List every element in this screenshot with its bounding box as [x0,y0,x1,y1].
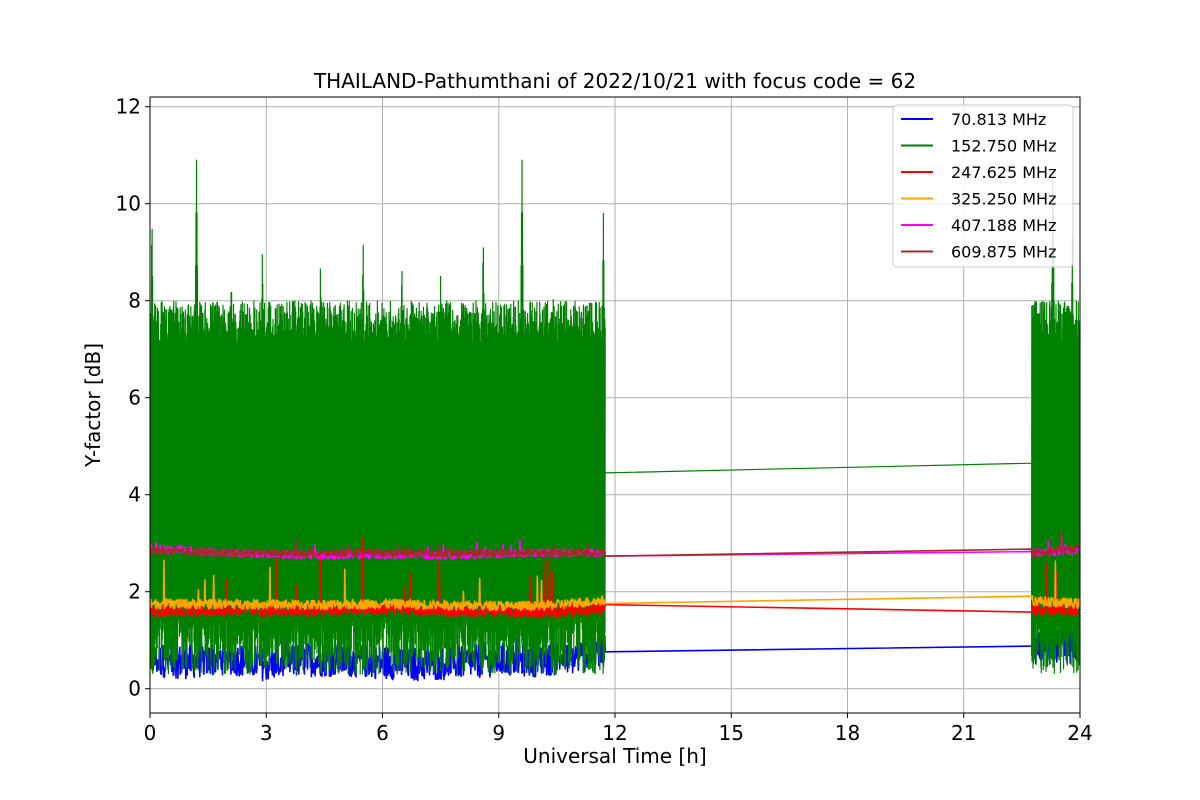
legend-label: 152.750 MHz [951,137,1056,156]
x-axis-title: Universal Time [h] [523,744,706,768]
legend-label: 70.813 MHz [951,110,1046,129]
y-tick-label: 12 [116,95,141,119]
x-tick-label: 21 [951,721,976,745]
x-tick-label: 12 [602,721,627,745]
x-tick-label: 15 [719,721,744,745]
x-tick-label: 24 [1067,721,1092,745]
legend-label: 407.188 MHz [951,216,1056,235]
x-tick-label: 0 [144,721,157,745]
legend-label: 247.625 MHz [951,163,1056,182]
y-axis-title: Y-factor [dB] [81,343,105,468]
y-tick-label: 10 [116,192,141,216]
y-tick-label: 2 [128,580,141,604]
chart-title: THAILAND-Pathumthani of 2022/10/21 with … [313,69,916,93]
legend-label: 325.250 MHz [951,190,1056,209]
legend-box [892,104,1074,268]
series-layer [150,159,1080,682]
y-tick-label: 8 [128,289,141,313]
y-tick-label: 6 [128,386,141,410]
series-line [150,559,1080,612]
x-tick-label: 6 [376,721,389,745]
x-tick-label: 9 [492,721,505,745]
series-line [150,531,1080,558]
legend-label: 609.875 MHz [951,243,1056,262]
x-tick-label: 3 [260,721,273,745]
y-tick-label: 0 [128,677,141,701]
series-line [150,159,1080,675]
legend: 70.813 MHz 152.750 MHz 247.625 MHz 325.250 … [892,104,1074,268]
y-tick-label: 4 [128,483,141,507]
x-tick-label: 18 [835,721,860,745]
